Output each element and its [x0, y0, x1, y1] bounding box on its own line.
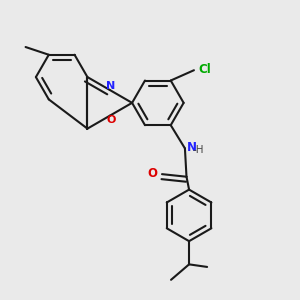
Text: -H: -H [193, 145, 204, 155]
Text: O: O [147, 167, 157, 180]
Text: Cl: Cl [199, 63, 212, 76]
Text: N: N [106, 81, 115, 91]
Text: N: N [187, 141, 196, 154]
Text: O: O [106, 115, 116, 124]
